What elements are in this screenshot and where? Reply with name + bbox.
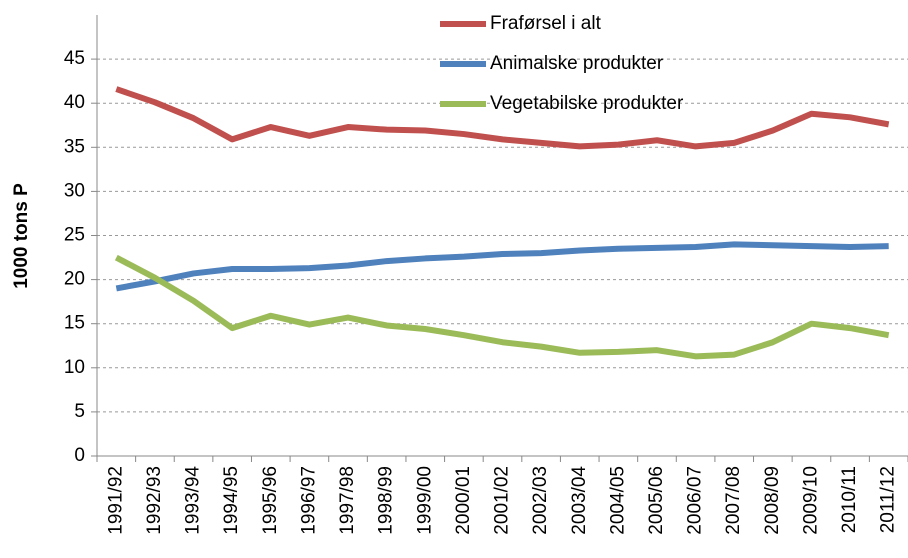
legend-label: Fraførsel i alt xyxy=(490,13,602,34)
series-line xyxy=(114,254,890,360)
series-line xyxy=(115,86,890,150)
x-tick-label: 2007/08 xyxy=(723,466,744,535)
x-tick-label: 2008/09 xyxy=(762,466,783,535)
x-tick-label: 1994/95 xyxy=(221,466,242,535)
x-tick-label: 1996/97 xyxy=(298,466,319,535)
x-tick-label: 2003/04 xyxy=(569,466,590,535)
x-tick-label: 1995/96 xyxy=(260,466,281,535)
y-tick-label: 30 xyxy=(64,180,85,201)
y-tick-label: 10 xyxy=(64,357,85,378)
y-tick-label: 15 xyxy=(64,313,85,334)
x-tick-label: 2004/05 xyxy=(607,466,628,535)
y-tick-label: 25 xyxy=(64,225,85,246)
x-tick-label: 2001/02 xyxy=(492,466,513,535)
y-tick-label: 35 xyxy=(64,136,85,157)
series-line xyxy=(115,241,889,292)
x-tick-label: 2000/01 xyxy=(453,466,474,535)
y-axis-label: 1000 tons P xyxy=(11,183,32,289)
y-tick-label: 5 xyxy=(74,401,85,422)
y-tick-label: 0 xyxy=(74,445,85,466)
legend-label: Animalske produkter xyxy=(490,53,664,74)
x-tick-label: 1991/92 xyxy=(105,466,126,535)
x-tick-label: 1993/94 xyxy=(183,466,204,535)
x-tick-label: 1992/93 xyxy=(144,466,165,535)
x-tick-label: 1999/00 xyxy=(414,466,435,535)
x-tick-label: 1998/99 xyxy=(376,466,397,535)
x-tick-label: 2011/12 xyxy=(878,466,899,533)
y-tick-label: 20 xyxy=(64,269,85,290)
y-tick-label: 40 xyxy=(64,92,85,113)
x-tick-label: 2009/10 xyxy=(800,466,821,535)
y-tick-label: 45 xyxy=(64,48,85,69)
x-tick-label: 2002/03 xyxy=(530,466,551,535)
legend-label: Vegetabilske produkter xyxy=(490,93,684,114)
x-tick-label: 2006/07 xyxy=(685,466,706,535)
x-tick-label: 2010/11 xyxy=(839,466,860,533)
x-tick-label: 2005/06 xyxy=(646,466,667,535)
x-tick-label: 1997/98 xyxy=(337,466,358,535)
